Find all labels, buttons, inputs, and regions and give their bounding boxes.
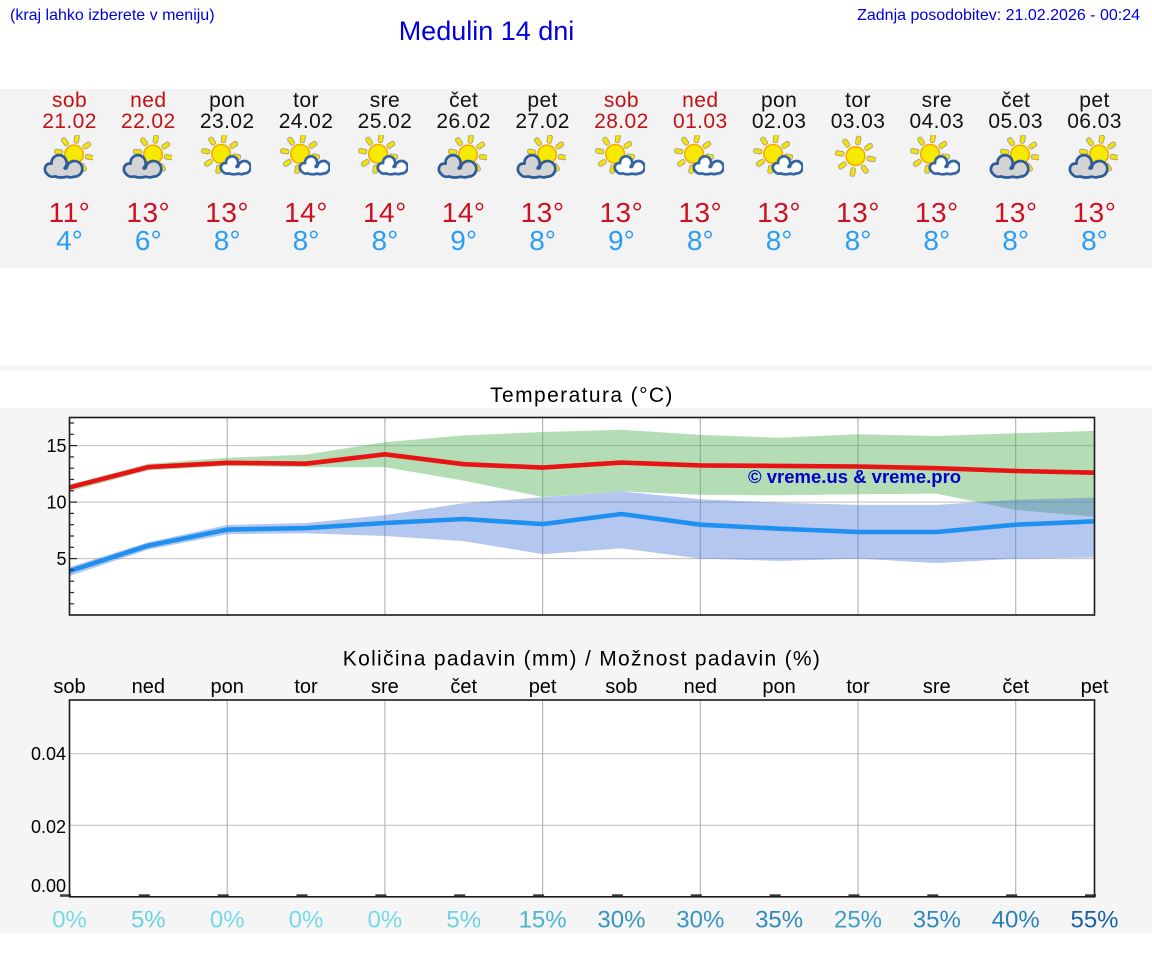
svg-text:0%: 0% — [52, 907, 87, 934]
svg-text:0%: 0% — [368, 907, 403, 934]
svg-text:sob: sob — [605, 676, 637, 698]
svg-text:25%: 25% — [834, 907, 882, 934]
svg-text:5%: 5% — [446, 907, 481, 934]
svg-text:sob: sob — [53, 676, 85, 698]
svg-text:pet: pet — [529, 676, 557, 698]
svg-text:čet: čet — [1002, 676, 1029, 698]
svg-text:30%: 30% — [676, 907, 724, 934]
svg-text:čet: čet — [450, 676, 477, 698]
svg-text:5%: 5% — [131, 907, 166, 934]
svg-text:Količina padavin (mm) / Možnos: Količina padavin (mm) / Možnost padavin … — [343, 648, 821, 671]
svg-text:tor: tor — [846, 676, 870, 698]
svg-text:sre: sre — [923, 676, 951, 698]
svg-text:tor: tor — [294, 676, 318, 698]
svg-text:35%: 35% — [755, 907, 803, 934]
svg-text:35%: 35% — [913, 907, 961, 934]
svg-text:40%: 40% — [992, 907, 1040, 934]
svg-text:pon: pon — [762, 676, 795, 698]
svg-text:© vreme.us & vreme.pro: © vreme.us & vreme.pro — [748, 466, 961, 487]
svg-text:0.00: 0.00 — [31, 876, 66, 896]
svg-text:0%: 0% — [210, 907, 245, 934]
svg-text:0.04: 0.04 — [31, 744, 66, 764]
svg-text:15%: 15% — [519, 907, 567, 934]
svg-text:5: 5 — [56, 549, 66, 569]
svg-text:15: 15 — [46, 436, 66, 456]
svg-text:ned: ned — [132, 676, 165, 698]
svg-text:ned: ned — [684, 676, 717, 698]
svg-text:pon: pon — [211, 676, 244, 698]
svg-text:0%: 0% — [289, 907, 324, 934]
svg-text:sre: sre — [371, 676, 399, 698]
svg-text:10: 10 — [46, 492, 66, 512]
svg-text:0.02: 0.02 — [31, 817, 66, 837]
svg-text:30%: 30% — [597, 907, 645, 934]
svg-text:55%: 55% — [1070, 907, 1118, 934]
svg-text:pet: pet — [1081, 676, 1109, 698]
